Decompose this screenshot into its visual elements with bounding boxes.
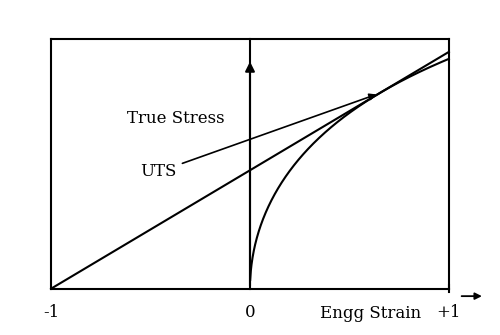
Text: UTS: UTS [140,94,374,180]
Text: +1: +1 [436,304,461,321]
Text: -1: -1 [43,304,59,321]
Text: Engg Strain: Engg Strain [320,305,420,322]
Text: True Stress: True Stress [126,110,224,127]
Text: 0: 0 [244,304,256,321]
